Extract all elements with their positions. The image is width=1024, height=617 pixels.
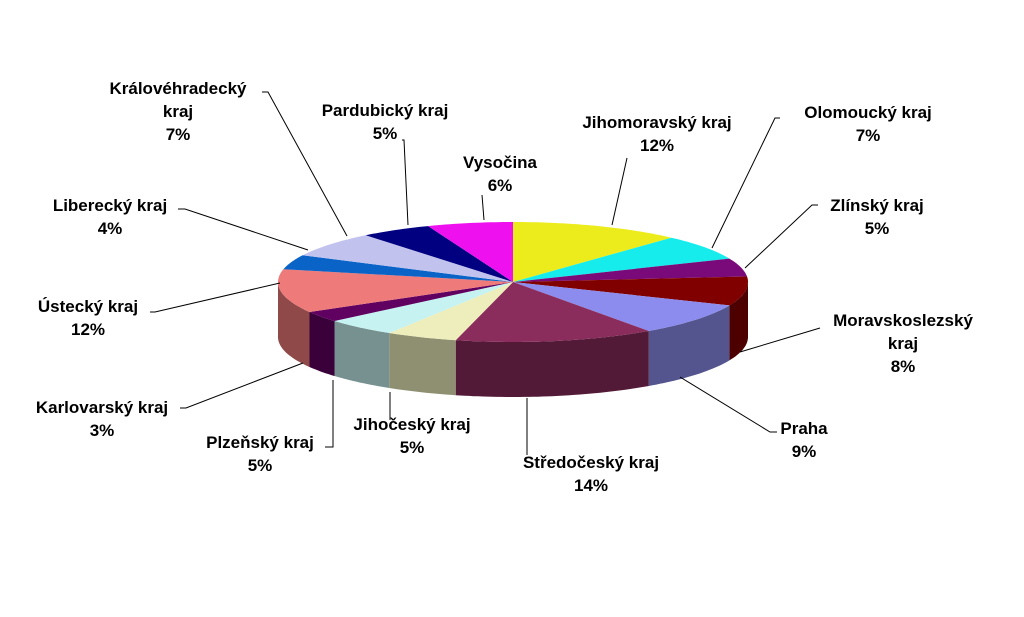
value-label: 12% xyxy=(639,136,675,155)
slice-side xyxy=(455,331,649,397)
slice-label: Královéhradecký kraj 7% xyxy=(98,77,258,146)
slice-label: Liberecký kraj 4% xyxy=(53,194,167,240)
slice xyxy=(283,255,513,282)
category-name: Středočeský kraj xyxy=(522,453,660,472)
slice-label: Středočeský kraj 14% xyxy=(523,451,659,497)
slice-label: Moravskoslezský kraj 8% xyxy=(828,309,978,378)
value-label: 5% xyxy=(399,438,425,457)
slice xyxy=(513,237,730,282)
value-label: 8% xyxy=(890,357,916,376)
leader-line xyxy=(744,204,818,269)
category-name: Moravskoslezský kraj xyxy=(833,311,973,353)
slice-label: Vysočina 6% xyxy=(463,151,537,197)
slice-side xyxy=(278,282,310,367)
leader-line xyxy=(150,282,281,313)
slice-label: Karlovarský kraj 3% xyxy=(36,396,168,442)
leader-line xyxy=(402,139,409,226)
category-name: Vysočina xyxy=(462,153,538,172)
slice-side xyxy=(334,321,390,388)
value-label: 5% xyxy=(247,456,273,475)
leader-line xyxy=(679,376,777,433)
slice-side xyxy=(729,282,748,361)
slice xyxy=(513,282,730,331)
category-name: Olomoucký kraj xyxy=(804,103,932,122)
slice xyxy=(513,276,748,306)
value-label: 12% xyxy=(70,320,106,339)
value-label: 4% xyxy=(97,219,123,238)
category-name: Pardubický kraj xyxy=(321,101,449,120)
leader-line xyxy=(180,362,304,409)
slice-label: Pardubický kraj 5% xyxy=(322,99,449,145)
slice xyxy=(513,222,672,282)
category-name: Plzeňský kraj xyxy=(206,433,314,452)
leader-line xyxy=(481,194,485,221)
category-name: Zlínský kraj xyxy=(830,196,924,215)
value-label: 6% xyxy=(487,176,513,195)
slice xyxy=(513,258,747,282)
category-name: Liberecký kraj xyxy=(52,196,168,215)
slice-label: Jihomoravský kraj 12% xyxy=(582,111,731,157)
category-name: Královéhradecký kraj xyxy=(109,79,247,121)
slice-side xyxy=(389,333,456,396)
slice xyxy=(455,282,649,342)
slice xyxy=(302,235,513,282)
slice-label: Praha 9% xyxy=(780,417,827,463)
category-name: Jihomoravský kraj xyxy=(582,113,732,132)
slice xyxy=(309,282,513,321)
value-label: 7% xyxy=(165,125,191,144)
category-name: Jihočeský kraj xyxy=(353,415,471,434)
slice xyxy=(428,222,513,282)
slice-label: Zlínský kraj 5% xyxy=(830,194,924,240)
slice-side xyxy=(309,312,335,376)
value-label: 5% xyxy=(372,124,398,143)
leader-line xyxy=(262,91,348,237)
slice-side xyxy=(648,305,730,386)
value-label: 5% xyxy=(864,219,890,238)
slice-label: Ústecký kraj 12% xyxy=(38,295,138,341)
slice-label: Plzeňský kraj 5% xyxy=(206,431,314,477)
category-name: Karlovarský kraj xyxy=(35,398,169,417)
category-name: Praha xyxy=(780,419,828,438)
pie-sides xyxy=(278,282,748,397)
slice-label: Jihočeský kraj 5% xyxy=(353,413,470,459)
leader-line xyxy=(178,208,309,251)
value-label: 3% xyxy=(89,421,115,440)
pie-tops xyxy=(278,222,748,342)
slice-label: Olomoucký kraj 7% xyxy=(804,101,932,147)
slice xyxy=(365,226,513,282)
leader-line xyxy=(739,327,821,353)
leader-line xyxy=(711,117,780,249)
slice xyxy=(278,269,513,312)
leader-line xyxy=(325,380,334,448)
category-name: Ústecký kraj xyxy=(37,297,139,316)
value-label: 7% xyxy=(855,126,881,145)
value-label: 9% xyxy=(791,442,817,461)
slice xyxy=(334,282,513,333)
value-label: 14% xyxy=(573,476,609,495)
leader-line xyxy=(611,157,628,226)
slice xyxy=(389,282,513,341)
